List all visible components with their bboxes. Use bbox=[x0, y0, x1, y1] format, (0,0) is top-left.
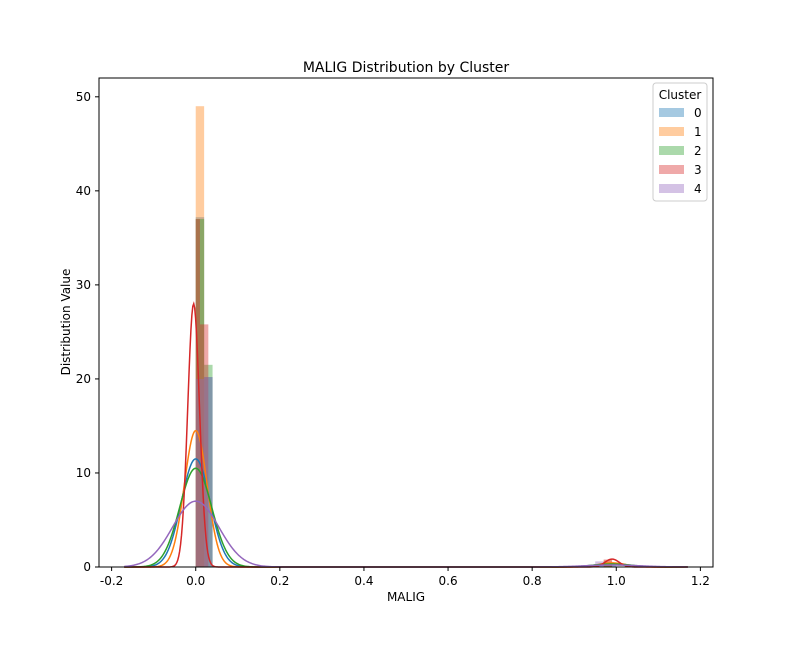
plot-frame bbox=[98, 77, 714, 568]
x-tick-label-2: 0.2 bbox=[270, 574, 289, 588]
x-tick-label-3: 0.4 bbox=[354, 574, 373, 588]
histogram-bar-cluster-3-1 bbox=[199, 324, 209, 567]
x-tick-label-5: 0.8 bbox=[523, 574, 542, 588]
legend-label-cluster-4: 4 bbox=[694, 182, 702, 196]
histogram-bar-cluster-0-0 bbox=[195, 217, 205, 567]
y-axis: 0 10 20 30 40 50 bbox=[76, 90, 99, 574]
y-tick-label-4: 40 bbox=[76, 184, 91, 198]
legend-swatch-cluster-1 bbox=[659, 127, 684, 136]
histogram-bar-cluster-2-0 bbox=[195, 219, 205, 568]
legend-swatch-cluster-0 bbox=[659, 108, 684, 117]
legend-title: Cluster bbox=[659, 88, 702, 102]
legend-swatch-cluster-2 bbox=[659, 146, 684, 155]
histogram-bar-cluster-3-0 bbox=[195, 219, 200, 568]
y-tick-label-0: 0 bbox=[83, 560, 91, 574]
x-tick-label-1: 0.0 bbox=[186, 574, 205, 588]
x-tick-label-0: -0.2 bbox=[100, 574, 123, 588]
y-tick-label-5: 50 bbox=[76, 90, 91, 104]
x-axis-label: MALIG bbox=[387, 590, 425, 604]
histogram-bar-cluster-0-1 bbox=[204, 377, 213, 567]
legend-swatch-cluster-4 bbox=[659, 184, 684, 193]
legend-label-cluster-0: 0 bbox=[694, 106, 702, 120]
chart-title: MALIG Distribution by Cluster bbox=[303, 60, 510, 76]
y-tick-label-3: 30 bbox=[76, 278, 91, 292]
x-tick-label-6: 1.0 bbox=[607, 574, 626, 588]
y-axis-label: Distribution Value bbox=[59, 269, 73, 376]
legend-swatch-cluster-3 bbox=[659, 165, 684, 174]
legend: Cluster 0 1 2 3 4 bbox=[652, 82, 708, 202]
x-tick-label-7: 1.2 bbox=[691, 574, 710, 588]
y-tick-label-1: 10 bbox=[76, 466, 91, 480]
x-axis: -0.2 0.0 0.2 0.4 0.6 0.8 1.0 1.2 bbox=[100, 567, 710, 588]
plot-area bbox=[124, 106, 688, 568]
y-tick-label-2: 20 bbox=[76, 372, 91, 386]
x-tick-label-4: 0.6 bbox=[439, 574, 458, 588]
histogram-bar-cluster-4-1 bbox=[204, 377, 213, 567]
histogram-bar-cluster-2-1 bbox=[204, 364, 213, 567]
legend-box bbox=[652, 82, 708, 202]
histogram-bar-cluster-1-0 bbox=[195, 106, 205, 567]
legend-label-cluster-2: 2 bbox=[694, 144, 702, 158]
legend-label-cluster-1: 1 bbox=[694, 125, 702, 139]
legend-label-cluster-3: 3 bbox=[694, 163, 702, 177]
